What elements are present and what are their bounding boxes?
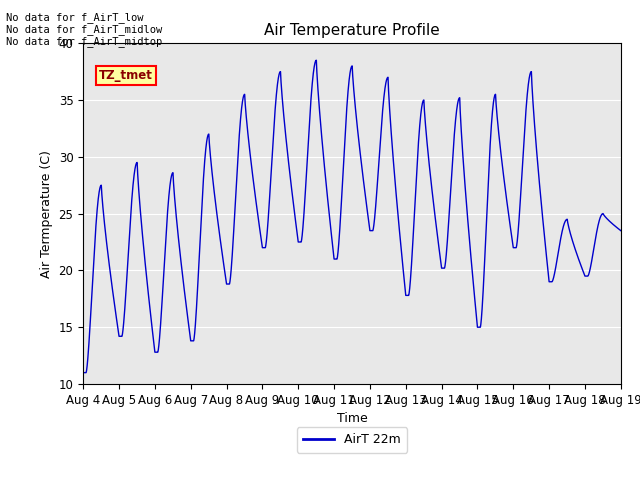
X-axis label: Time: Time bbox=[337, 412, 367, 425]
Text: TZ_tmet: TZ_tmet bbox=[99, 69, 153, 82]
Text: No data for f_AirT_midtop: No data for f_AirT_midtop bbox=[6, 36, 163, 47]
Text: No data for f_AirT_midlow: No data for f_AirT_midlow bbox=[6, 24, 163, 35]
Y-axis label: Air Termperature (C): Air Termperature (C) bbox=[40, 150, 53, 277]
Text: No data for f_AirT_low: No data for f_AirT_low bbox=[6, 12, 144, 23]
Title: Air Temperature Profile: Air Temperature Profile bbox=[264, 23, 440, 38]
Legend: AirT 22m: AirT 22m bbox=[297, 427, 407, 453]
